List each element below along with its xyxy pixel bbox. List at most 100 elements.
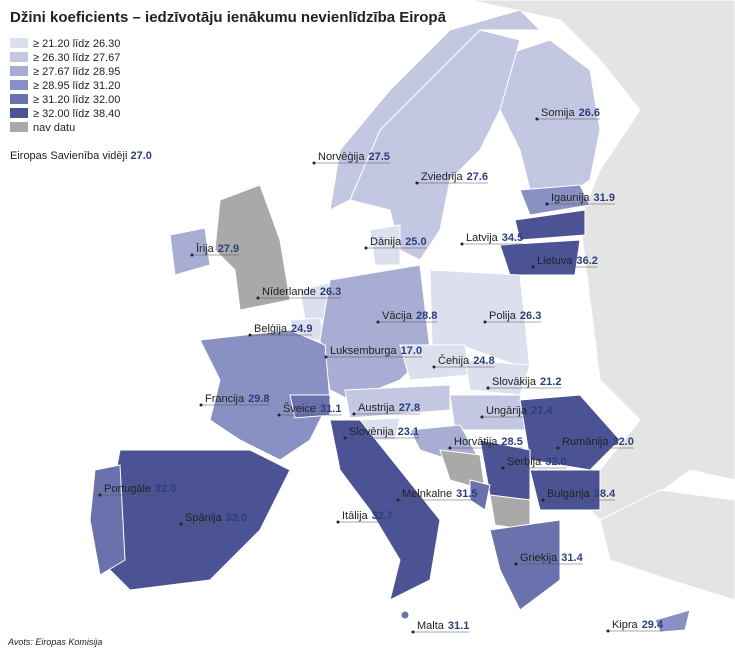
label-dot	[486, 386, 490, 390]
label-dot	[514, 562, 518, 566]
country-name: Igaunija	[551, 192, 590, 204]
country-name: Melnkalne	[402, 488, 452, 500]
label-dot	[312, 161, 316, 165]
country-name: Vācija	[382, 310, 413, 322]
legend-label: ≥ 32.00 līdz 38.40	[33, 108, 120, 120]
country-value: 38.4	[594, 488, 616, 500]
country-name: Norvēģija	[318, 150, 365, 163]
country-name: Beļģija	[254, 322, 288, 335]
legend-swatch	[10, 122, 28, 132]
legend: ≥ 21.20 līdz 26.30 ≥ 26.30 līdz 27.67 ≥ 27…	[10, 38, 120, 134]
label-dot	[98, 493, 102, 497]
country-value: 32.0	[155, 483, 176, 495]
country-value: 36.2	[576, 255, 597, 267]
label-dot	[343, 436, 347, 440]
legend-label: nav datu	[33, 122, 75, 134]
country-name: Rumānija	[562, 436, 609, 448]
country-name: Luksemburga	[330, 345, 398, 357]
eu-average-label: Eiropas Savienība vidēji	[10, 150, 127, 162]
country-value: 24.8	[473, 355, 494, 367]
label-dot	[480, 415, 484, 419]
legend-label: ≥ 26.30 līdz 27.67	[33, 52, 120, 64]
label-dot	[277, 413, 281, 417]
legend-swatch	[10, 108, 28, 118]
legend-swatch	[10, 38, 28, 48]
country-name: Šveice	[283, 402, 316, 415]
label-dot	[256, 296, 260, 300]
legend-swatch	[10, 80, 28, 90]
country-value: 26.3	[520, 310, 541, 322]
label-dot	[432, 365, 436, 369]
label-dot	[396, 498, 400, 502]
country-name: Polija	[489, 310, 517, 322]
label-dot	[376, 320, 380, 324]
legend-label: ≥ 31.20 līdz 32.00	[33, 94, 120, 106]
country-value: 26.3	[320, 286, 341, 298]
country-name: Ungārija	[486, 405, 528, 417]
label-dot	[415, 181, 419, 185]
country-value: 32.0	[545, 456, 566, 468]
country-name: Grieķija	[520, 552, 558, 564]
country-value: 27.6	[467, 171, 488, 183]
country-name: Somija	[541, 107, 576, 119]
country-name: Nīderlande	[262, 286, 316, 298]
country-value: 31.4	[561, 552, 583, 564]
eu-average: Eiropas Savienība vidēji 27.0	[10, 150, 152, 162]
country-value: 27.4	[531, 405, 553, 417]
country-value: 23.1	[398, 426, 419, 438]
country-name: Kipra	[612, 619, 639, 631]
legend-label: ≥ 28.95 līdz 31.20	[33, 80, 120, 92]
country-name: Malta	[417, 620, 445, 632]
country-name: Slovākija	[492, 376, 537, 388]
country-name: Austrija	[358, 402, 396, 414]
label-dot	[411, 630, 415, 634]
label-dot	[199, 403, 203, 407]
label-dot	[460, 242, 464, 246]
country-value: 26.6	[579, 107, 600, 119]
legend-swatch	[10, 52, 28, 62]
country-value: 27.8	[399, 402, 420, 414]
country-value: 27.5	[368, 151, 389, 163]
label-dot	[352, 412, 356, 416]
country-value: 32.0	[226, 512, 247, 524]
country-labels: Somija 26.6 Norvēģija 27.5 Zviedrija 27.6 Igau…	[98, 107, 664, 634]
country-name: Bulgārija	[547, 488, 591, 500]
country-name: Francija	[205, 393, 245, 405]
country-name: Dānija	[370, 236, 402, 248]
source: Avots: Eiropas Komisija	[7, 637, 102, 647]
label-dot	[483, 320, 487, 324]
country-value: 17.0	[401, 345, 422, 357]
label-dot	[531, 265, 535, 269]
legend-label: ≥ 21.20 līdz 26.30	[33, 38, 120, 50]
country-value: 32.0	[612, 436, 633, 448]
land	[89, 0, 735, 633]
legend-label: ≥ 27.67 līdz 28.95	[33, 66, 120, 78]
label-dot	[545, 202, 549, 206]
country-name: Serbija	[507, 456, 542, 468]
label-dot	[606, 629, 610, 633]
country-name: Slovēnija	[349, 426, 395, 438]
country-value: 28.5	[501, 436, 522, 448]
label-dot	[535, 117, 539, 121]
label-dot	[364, 246, 368, 250]
country-value: 28.8	[416, 310, 437, 322]
eu-average-value: 27.0	[130, 150, 151, 162]
country-name: Itālija	[342, 510, 369, 522]
label-dot	[324, 355, 328, 359]
country-name: Latvija	[466, 232, 499, 244]
label-dot	[248, 333, 252, 337]
country-value: 29.4	[642, 619, 664, 631]
label-dot	[501, 466, 505, 470]
country-value: 27.9	[218, 243, 239, 255]
title: Džini koeficients – iedzīvotāju ienākumu…	[10, 9, 447, 26]
legend-swatch	[10, 66, 28, 76]
label-dot	[179, 522, 183, 526]
country-value: 32.7	[372, 510, 393, 522]
country-name: Spānija	[185, 512, 223, 524]
country-value: 34.5	[502, 232, 523, 244]
country-value: 31.9	[594, 192, 615, 204]
label-dot	[541, 498, 545, 502]
country-name: Īrija	[196, 243, 215, 255]
label-dot	[556, 446, 560, 450]
